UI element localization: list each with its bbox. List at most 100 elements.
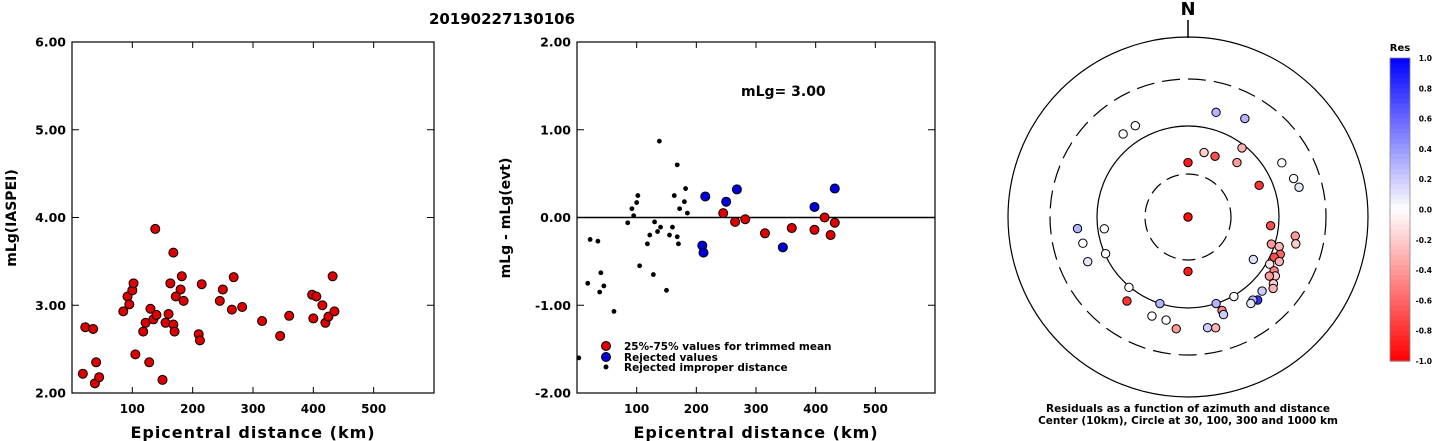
magnitude-annotation: mLg= 3.00	[741, 84, 826, 100]
rejected-distance-point	[671, 193, 677, 198]
colorbar-cell	[1390, 153, 1410, 160]
colorbar-cell	[1390, 280, 1410, 286]
legend-marker-trimmed-mean	[601, 341, 611, 351]
chart1-x-tick-label: 100	[624, 402, 649, 416]
rejected-distance-point	[635, 193, 641, 198]
colorbar-tick-label: -0.4	[1416, 266, 1432, 275]
colorbar-cell	[1390, 143, 1410, 150]
colorbar-tick-label: 1.0	[1419, 54, 1432, 63]
data-point	[226, 304, 237, 315]
colorbar-tick-label: 0.0	[1419, 206, 1432, 215]
chart1-points	[77, 223, 340, 389]
data-point	[157, 374, 168, 385]
residual-point	[1257, 286, 1267, 296]
data-point	[196, 279, 207, 290]
residual-point	[1266, 239, 1277, 249]
polar-caption-line2: Center (10km), Circle at 30, 100, 300 an…	[1038, 415, 1338, 427]
colorbar-cell	[1390, 249, 1410, 256]
data-point	[144, 357, 155, 368]
chart0-y-tick-label: 4.00	[35, 210, 66, 225]
colorbar-tick-label: -0.8	[1416, 327, 1432, 336]
colorbar-tick-label: -0.6	[1416, 296, 1432, 305]
residual-point	[1210, 151, 1220, 162]
data-point	[130, 349, 141, 360]
residual-point	[1291, 239, 1301, 249]
colorbar-cell	[1390, 244, 1410, 251]
colorbar-cell	[1390, 58, 1410, 64]
rejected-distance-point	[656, 138, 662, 144]
legend-label-improper-distance: Rejected improper distance	[624, 362, 788, 374]
rejected-value-point	[700, 191, 711, 202]
data-point	[284, 310, 295, 321]
data-point	[145, 303, 156, 314]
rejected-value-point	[777, 242, 788, 253]
residual-point	[1264, 259, 1275, 269]
data-point	[311, 291, 322, 302]
residual-point	[1155, 298, 1165, 309]
data-point	[217, 284, 228, 295]
colorbar-cell	[1390, 325, 1410, 332]
colorbar-cell	[1390, 214, 1410, 221]
colorbar-tick-label: -1.0	[1416, 357, 1432, 366]
colorbar-cell	[1390, 239, 1410, 246]
trimmed-mean-point	[718, 208, 729, 219]
residual-point	[1229, 291, 1239, 302]
colorbar-cell	[1390, 194, 1410, 200]
colorbar-cell	[1390, 285, 1410, 291]
data-point	[118, 306, 129, 317]
rejected-distance-point	[677, 206, 683, 212]
colorbar-cell	[1390, 224, 1410, 231]
rejected-distance-point	[682, 199, 687, 205]
chart1-x-tick-label: 300	[743, 402, 768, 416]
colorbar-ticks: 1.0 0.8 0.6 0.4 0.2 0.0 -0.2 -0.4 -0.6 -0.8 -1.0	[1416, 54, 1432, 366]
chart2-legend: 25%-75% values for trimmed mean Rejected…	[601, 341, 832, 374]
residual-point	[1083, 256, 1093, 267]
rejected-value-point	[731, 184, 742, 195]
colorbar-cell	[1390, 204, 1410, 211]
residual-point	[1099, 224, 1110, 234]
colorbar-cell	[1390, 108, 1410, 115]
rejected-distance-point	[647, 232, 653, 238]
colorbar-cell	[1390, 265, 1410, 271]
chart2-y-axis-label: mLg - mLg(evt)	[498, 158, 514, 279]
chart1-x-tick-label: 200	[684, 402, 709, 416]
chart1-y-tick-label: 1.00	[540, 122, 571, 137]
colorbar-cell	[1390, 295, 1410, 301]
residual-point	[1274, 241, 1284, 252]
residual-point	[1211, 107, 1221, 118]
rejected-distance-point	[587, 237, 593, 242]
colorbar-cell	[1390, 63, 1410, 69]
residual-point	[1254, 180, 1264, 191]
colorbar-cell	[1390, 229, 1410, 236]
colorbar-cell	[1390, 209, 1410, 216]
trimmed-mean-point	[759, 228, 770, 239]
residual-point	[1130, 121, 1141, 131]
colorbar-cell	[1390, 300, 1410, 307]
colorbar-cell	[1390, 290, 1410, 296]
data-point	[138, 326, 149, 337]
data-point	[151, 309, 162, 320]
colorbar-cells	[1390, 58, 1410, 362]
residual-point	[1124, 282, 1134, 293]
colorbar-cell	[1390, 148, 1410, 155]
residual-point	[1183, 212, 1193, 222]
chart2-x-axis-label: Epicentral distance (km)	[633, 423, 878, 441]
colorbar-cell	[1390, 234, 1410, 241]
chart0-x-tick-label: 500	[361, 402, 386, 416]
rejected-distance-point	[597, 289, 603, 295]
trimmed-mean-point	[819, 212, 830, 223]
rejected-value-point	[829, 183, 840, 194]
rejected-distance-point	[674, 162, 680, 168]
data-point	[88, 323, 99, 334]
residual-point	[1246, 298, 1256, 309]
residual-point	[1232, 157, 1242, 168]
rejected-distance-point	[595, 238, 601, 244]
colorbar-cell	[1390, 219, 1410, 226]
chart1-y-axis-label: mLg(IASPEI)	[4, 169, 20, 267]
data-point	[175, 284, 186, 295]
residual-point	[1290, 231, 1300, 241]
rejected-distance-point	[601, 283, 607, 289]
data-point	[308, 313, 319, 324]
colorbar-cell	[1390, 174, 1410, 180]
